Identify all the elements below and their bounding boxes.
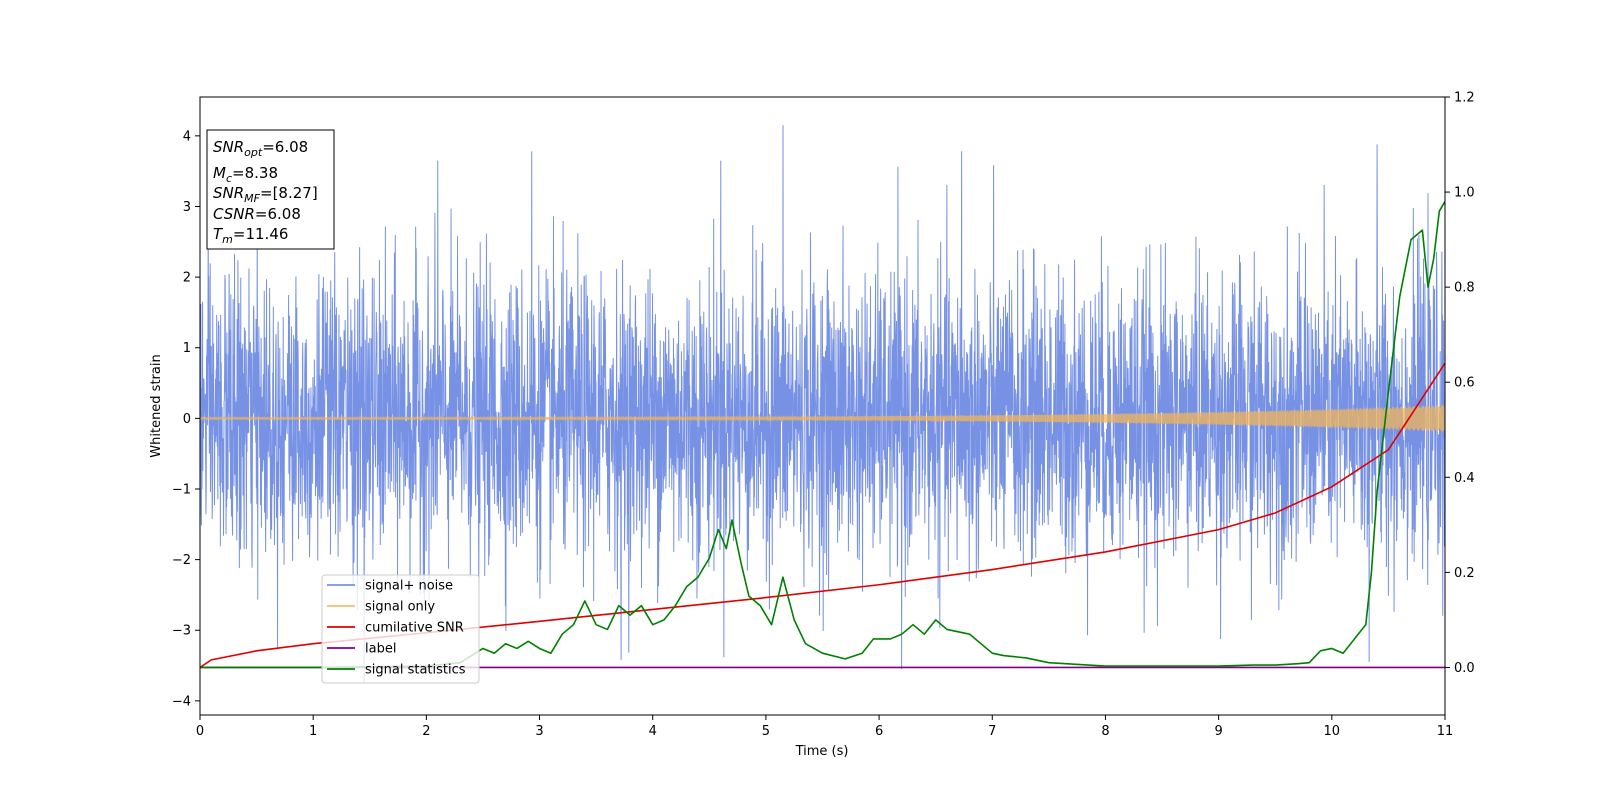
x-tick-label: 4 [649,724,657,739]
y-tick-label: −4 [172,694,191,709]
legend-frame [321,574,480,684]
legend-label: signal only [365,600,435,615]
series-signal-only [200,405,1445,432]
x-axis-ticks: 0 1 2 3 4 5 6 7 8 9 10 11 [196,715,1453,739]
y-tick-label: 4 [183,129,191,144]
x-tick-label: 3 [535,724,543,739]
y-axis-right-ticks: 0.0 0.2 0.4 0.6 0.8 1.0 1.2 [1445,91,1475,676]
x-tick-label: 1 [309,724,317,739]
info-box-line: SNRMF=[8.27] [213,184,318,205]
y-axis-label: Whitened strain [149,354,164,457]
y-tick-label: −2 [172,553,191,568]
info-box-frame [206,129,335,250]
legend-item-signal-noise: signal+ noise [327,579,453,594]
y-right-tick-label: 1.2 [1454,91,1475,106]
y-right-tick-label: 0.8 [1454,281,1475,296]
legend-label: signal+ noise [365,579,453,594]
x-tick-label: 9 [1214,724,1222,739]
x-tick-label: 2 [422,724,430,739]
x-tick-label: 8 [1101,724,1109,739]
y-axis-left-ticks: −4 −3 −2 −1 0 1 2 3 4 [172,129,200,709]
x-tick-label: 11 [1437,724,1454,739]
y-right-tick-label: 1.0 [1454,186,1475,201]
info-box-line: Tm=11.46 [213,225,288,246]
x-tick-label: 10 [1324,724,1341,739]
series-cumilative-snr [200,362,1445,669]
plot-frame [199,96,1446,716]
x-tick-label: 0 [196,724,204,739]
y-tick-label: 3 [183,200,191,215]
legend-item-label: label [327,642,396,657]
legend-item-cumilative-snr: cumilative SNR [327,621,464,636]
y-right-tick-label: 0.6 [1454,376,1475,391]
y-right-tick-label: 0.0 [1454,661,1475,676]
legend-item-signal-only: signal only [327,600,435,615]
info-box-line: Mc=8.38 [213,164,278,185]
info-box-line: CSNR=6.08 [213,205,301,223]
series-signal-statistics [200,201,1445,669]
legend-label: label [365,642,396,657]
legend-item-signal-statistics: signal statistics [327,663,466,678]
series-signal-noise [200,125,1445,684]
legend: signal+ noise signal only cumilative SNR la… [321,574,480,684]
y-tick-label: 2 [183,271,191,286]
x-tick-label: 7 [988,724,996,739]
legend-label: cumilative SNR [365,621,464,636]
x-tick-label: 5 [762,724,770,739]
y-tick-label: −3 [172,624,191,639]
y-right-tick-label: 0.2 [1454,566,1475,581]
y-right-tick-label: 0.4 [1454,471,1475,486]
y-tick-label: 0 [183,412,191,427]
legend-label: signal statistics [365,663,466,678]
info-box-line: SNRopt=6.08 [213,138,308,159]
y-tick-label: −1 [172,482,191,497]
y-tick-label: 1 [183,341,191,356]
x-tick-label: 6 [875,724,883,739]
x-axis-label: Time (s) [795,744,849,759]
